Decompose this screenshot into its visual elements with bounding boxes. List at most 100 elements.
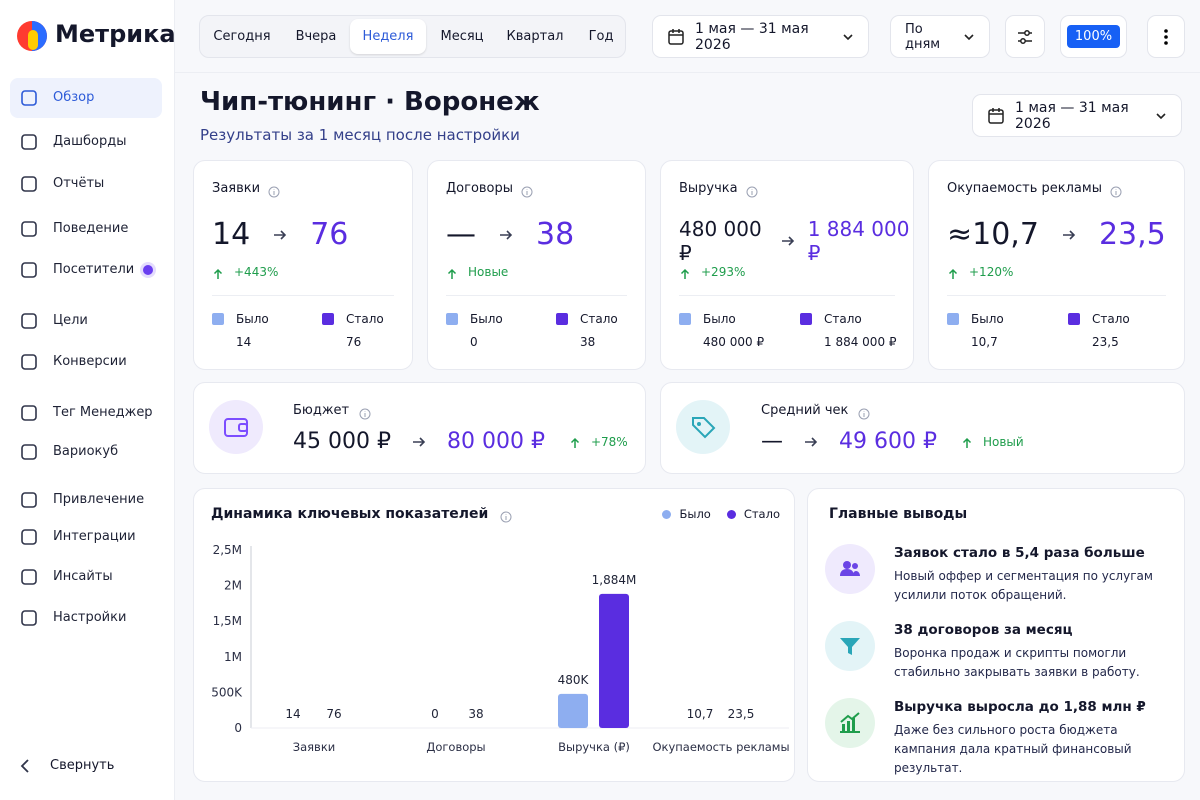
nav-item[interactable]: Посетители (10, 250, 162, 290)
kpi-label-row: Договоры (446, 181, 533, 197)
kpi-change: +120% (947, 265, 1013, 279)
legend-label: Стало (1092, 312, 1130, 326)
summary-before: 45 000 ₽ (293, 429, 391, 454)
nav-label: Вариокуб (53, 444, 119, 459)
calendar-icon-svg (668, 28, 684, 45)
up-arrow-svg (447, 268, 457, 279)
info-icon-svg (858, 408, 870, 419)
nav-item[interactable]: Дашборды (10, 122, 162, 162)
nav-icon (20, 89, 38, 107)
nav-item[interactable]: Отчёты (10, 164, 162, 204)
nav-icon (20, 353, 38, 371)
legend-swatch (1068, 313, 1080, 325)
insight-text: Новый оффер и сегментация по услугам уси… (894, 569, 1153, 602)
kpi-before: — (446, 217, 476, 252)
period-tab[interactable]: Квартал (497, 19, 573, 54)
nav-item[interactable]: Цели (10, 301, 162, 341)
legend-label: Было (971, 312, 1004, 326)
legend-value: 10,7 (971, 335, 998, 349)
nav-label: Поведение (53, 221, 129, 236)
header-date-picker[interactable]: 1 мая — 31 мая 2026 (972, 94, 1182, 137)
nav-item[interactable]: Тег Менеджер (10, 393, 162, 433)
nav-label: Конверсии (53, 354, 127, 369)
period-tab[interactable]: Год (563, 19, 639, 54)
kpi-label: Договоры (446, 181, 514, 196)
legend-label: Было (703, 312, 736, 326)
summary-change: +78% (569, 435, 628, 449)
zoom-button[interactable]: 100% (1060, 15, 1127, 58)
grouping-select[interactable]: По дням (890, 15, 990, 58)
period-tab[interactable]: Вчера (278, 19, 354, 54)
calendar-icon (667, 28, 685, 46)
period-switch: Сегодня Вчера Неделя Месяц Квартал Год (199, 15, 626, 58)
kpi-divider (947, 295, 1166, 296)
legend: Было Стало (662, 507, 780, 521)
kpi-change: +443% (212, 265, 278, 279)
legend-label: Было (470, 312, 503, 326)
summary-label-row: Бюджет (293, 403, 371, 419)
sidebar: Метрика Обзор Дашборды Отчёты Поведение Посе… (0, 0, 176, 800)
nav-item[interactable]: Настройки (10, 598, 162, 638)
kpi-change: +293% (679, 265, 745, 279)
date-label: 1 мая — 31 мая 2026 (695, 20, 809, 53)
legend-value: 38 (580, 335, 596, 349)
up-arrow-svg (570, 437, 579, 448)
up-arrow-svg (948, 268, 958, 279)
period-tab[interactable]: Сегодня (204, 19, 280, 54)
info-icon (521, 183, 533, 197)
legend-item: Было (662, 507, 711, 521)
nav-icon (20, 312, 38, 330)
up-arrow (947, 266, 959, 279)
summary-card: Бюджет 45 000 ₽ 80 000 ₽ +78% (193, 382, 646, 474)
insight-icon (825, 698, 875, 748)
period-tab[interactable]: Месяц (424, 19, 500, 54)
chart-title-row: Динамика ключевых показателей (211, 506, 512, 523)
collapse-label[interactable]: Свернуть (50, 758, 115, 773)
nav-item[interactable]: Конверсии (10, 342, 162, 382)
nav-item[interactable]: Вариокуб (10, 432, 162, 472)
more-icon (1163, 28, 1169, 46)
kpi-after: 1 884 000 ₽ (807, 217, 910, 265)
nav-item[interactable]: Привлечение (10, 480, 162, 520)
filter-icon-svg (1018, 29, 1032, 44)
up-arrow-svg (213, 268, 223, 279)
nav-item[interactable]: Обзор (10, 78, 162, 118)
nav-badge (143, 265, 153, 275)
nav-icon-svg (21, 569, 37, 585)
nav-item[interactable]: Интеграции (10, 517, 162, 557)
page-subtitle: Результаты за 1 месяц после настройки (200, 126, 520, 144)
value-label: 14 (285, 707, 300, 721)
nav-item[interactable]: Инсайты (10, 557, 162, 597)
legend-value: 76 (346, 335, 362, 349)
nav-label: Дашборды (53, 134, 127, 149)
nav-label: Интеграции (53, 529, 136, 544)
nav-label: Обзор (53, 90, 95, 105)
period-label: Месяц (440, 29, 484, 44)
chevron (842, 31, 854, 43)
value-label: 0 (431, 707, 439, 721)
info-icon-svg (746, 186, 758, 197)
date-picker[interactable]: 1 мая — 31 мая 2026 (652, 15, 869, 58)
nav-icon (20, 220, 38, 238)
more-button[interactable] (1147, 15, 1185, 58)
period-label: Сегодня (213, 29, 271, 44)
summary-before: — (761, 429, 783, 454)
period-label: Квартал (506, 29, 564, 44)
period-tab[interactable]: Неделя (350, 19, 426, 54)
chevron (1155, 110, 1167, 122)
y-tick-label: 1M (224, 650, 242, 664)
insight-icon (825, 621, 875, 671)
collapse-icon (18, 758, 32, 774)
chevron (963, 31, 975, 43)
x-tick-label: Договоры (426, 740, 485, 754)
nav-item[interactable]: Поведение (10, 209, 162, 249)
filter-button[interactable] (1005, 15, 1045, 58)
y-tick-label: 2,5M (213, 543, 242, 557)
legend-swatch (446, 313, 458, 325)
info-icon (268, 183, 280, 197)
kpi-before: 14 (212, 217, 251, 252)
info-icon-svg (359, 408, 371, 419)
arrow-icon (498, 227, 514, 243)
kpi-before: 480 000 ₽ (679, 217, 762, 265)
legend-value: 480 000 ₽ (703, 335, 765, 349)
